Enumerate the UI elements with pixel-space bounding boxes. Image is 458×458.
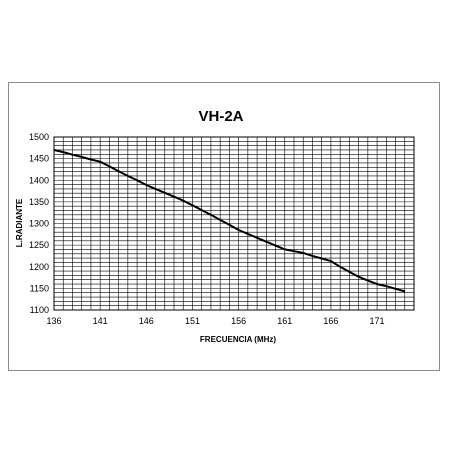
y-tick-label: 1500: [29, 132, 49, 142]
y-axis-ticks: 1100 1150 1200 1250 1300 1350 1400 1450 1500: [29, 132, 49, 315]
y-tick-label: 1300: [29, 219, 49, 229]
y-tick-label: 1100: [30, 305, 49, 315]
y-axis-label: L.RADIANTE: [15, 198, 24, 247]
x-tick-label: 171: [370, 316, 385, 326]
x-tick-label: 156: [231, 316, 246, 326]
x-axis-ticks: 136 141 146 151 156 161 166 171: [46, 316, 384, 326]
x-tick-label: 141: [93, 316, 108, 326]
y-tick-label: 1250: [29, 240, 49, 250]
y-tick-label: 1150: [30, 283, 49, 293]
y-tick-label: 1450: [29, 154, 49, 164]
x-axis-label: FRECUENCIA (MHz): [200, 335, 276, 344]
x-tick-label: 136: [46, 316, 61, 326]
chart-grid: [54, 137, 414, 310]
y-tick-label: 1400: [29, 175, 49, 185]
x-tick-label: 146: [139, 316, 154, 326]
chart-title: VH-2A: [198, 108, 243, 125]
x-tick-label: 166: [323, 316, 338, 326]
y-tick-label: 1200: [29, 262, 49, 272]
x-tick-label: 161: [277, 316, 292, 326]
plot-area: [53, 136, 415, 311]
series-line: [53, 149, 406, 293]
chart-series: [53, 149, 406, 293]
y-tick-label: 1350: [29, 197, 49, 207]
x-tick-label: 151: [185, 316, 200, 326]
